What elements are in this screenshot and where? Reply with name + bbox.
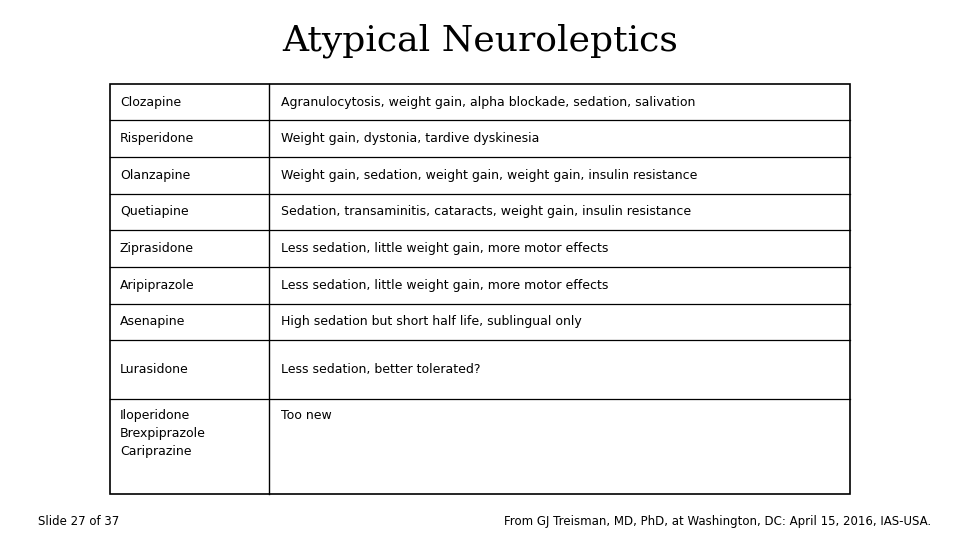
Text: Asenapine: Asenapine [120,315,185,328]
Text: Agranulocytosis, weight gain, alpha blockade, sedation, salivation: Agranulocytosis, weight gain, alpha bloc… [281,96,695,109]
Text: Quetiapine: Quetiapine [120,205,188,219]
Text: Less sedation, better tolerated?: Less sedation, better tolerated? [281,363,480,376]
Text: Less sedation, little weight gain, more motor effects: Less sedation, little weight gain, more … [281,279,609,292]
Text: Less sedation, little weight gain, more motor effects: Less sedation, little weight gain, more … [281,242,609,255]
Text: Weight gain, dystonia, tardive dyskinesia: Weight gain, dystonia, tardive dyskinesi… [281,132,540,145]
Text: High sedation but short half life, sublingual only: High sedation but short half life, subli… [281,315,582,328]
Text: Ziprasidone: Ziprasidone [120,242,194,255]
Text: From GJ Treisman, MD, PhD, at Washington, DC: April 15, 2016, IAS-USA.: From GJ Treisman, MD, PhD, at Washington… [504,515,931,528]
Text: Atypical Neuroleptics: Atypical Neuroleptics [282,23,678,58]
Text: Slide 27 of 37: Slide 27 of 37 [38,515,120,528]
Text: Aripiprazole: Aripiprazole [120,279,195,292]
Text: Clozapine: Clozapine [120,96,181,109]
Text: Too new: Too new [281,409,331,422]
Bar [110,84,850,494]
Text: Risperidone: Risperidone [120,132,194,145]
Text: Iloperidone
Brexpiprazole
Cariprazine: Iloperidone Brexpiprazole Cariprazine [120,409,205,457]
Text: Lurasidone: Lurasidone [120,363,189,376]
Text: Olanzapine: Olanzapine [120,169,190,182]
Text: Weight gain, sedation, weight gain, weight gain, insulin resistance: Weight gain, sedation, weight gain, weig… [281,169,697,182]
Text: Sedation, transaminitis, cataracts, weight gain, insulin resistance: Sedation, transaminitis, cataracts, weig… [281,205,691,219]
